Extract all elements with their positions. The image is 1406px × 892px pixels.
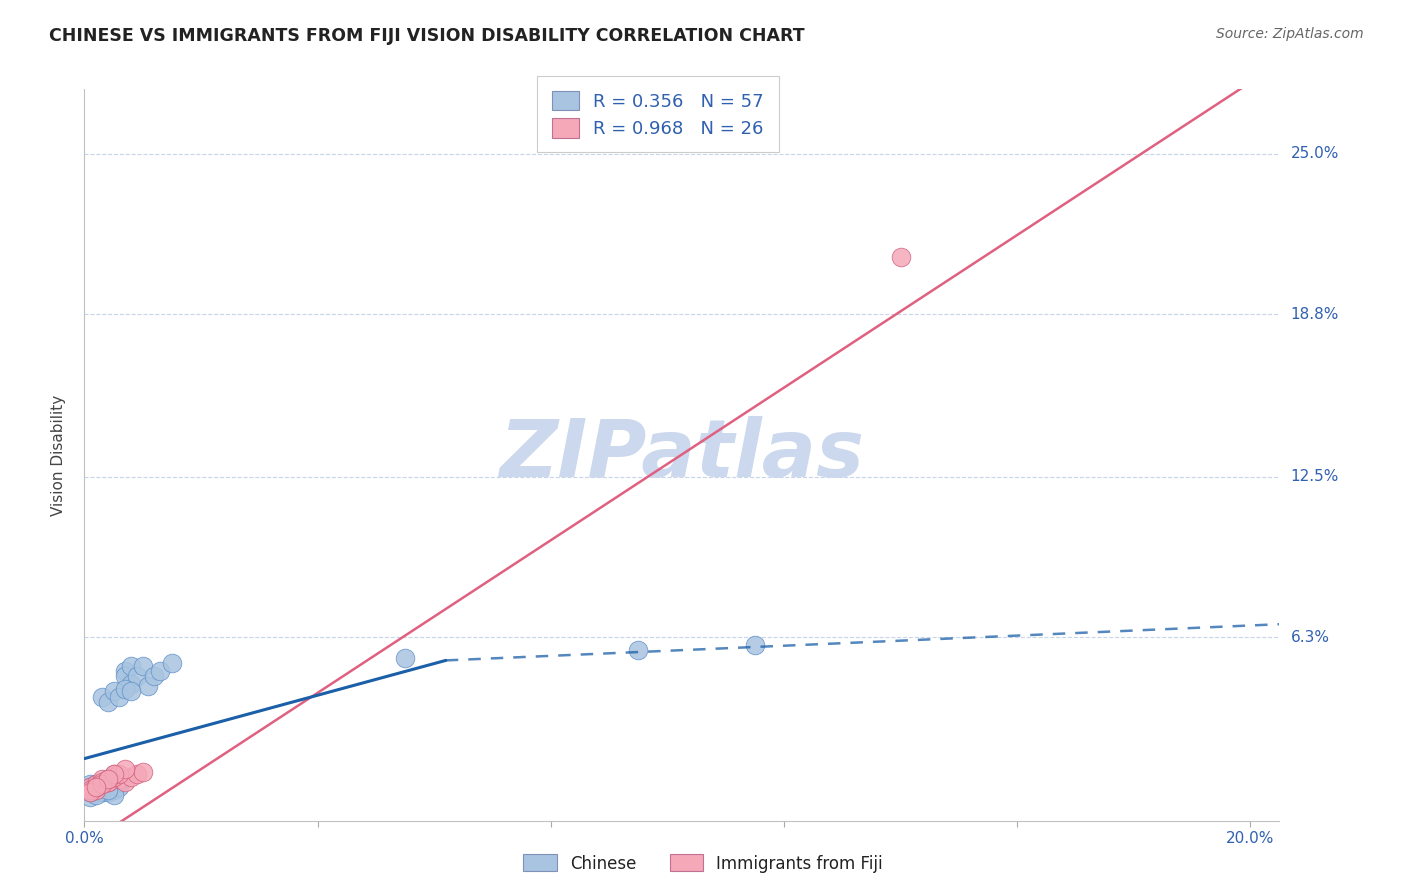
Point — [84, 780, 107, 794]
Text: ZIPatlas: ZIPatlas — [499, 416, 865, 494]
Text: CHINESE VS IMMIGRANTS FROM FIJI VISION DISABILITY CORRELATION CHART: CHINESE VS IMMIGRANTS FROM FIJI VISION D… — [49, 27, 804, 45]
Point — [97, 785, 120, 799]
Point — [108, 690, 131, 704]
Point — [103, 788, 125, 802]
Point — [84, 777, 107, 791]
Point — [90, 782, 112, 797]
Point — [160, 656, 183, 670]
Point — [97, 695, 120, 709]
Point — [125, 767, 148, 781]
Point — [108, 772, 131, 787]
Point — [90, 777, 112, 791]
Point — [114, 762, 136, 776]
Point — [103, 767, 125, 781]
Point — [103, 777, 125, 791]
Point — [84, 782, 107, 797]
Point — [394, 650, 416, 665]
Point — [138, 679, 160, 693]
Point — [84, 785, 107, 799]
Point — [84, 780, 107, 794]
Point — [114, 775, 136, 789]
Point — [97, 772, 120, 787]
Text: 25.0%: 25.0% — [1291, 146, 1339, 161]
Point — [84, 780, 107, 794]
Text: 12.5%: 12.5% — [1291, 469, 1339, 484]
Point — [120, 658, 142, 673]
Point — [97, 782, 120, 797]
Point — [97, 775, 120, 789]
Point — [84, 780, 107, 794]
Point — [131, 658, 153, 673]
Point — [84, 782, 107, 797]
Point — [79, 785, 101, 799]
Point — [79, 782, 101, 797]
Point — [97, 772, 120, 787]
Point — [108, 780, 131, 794]
Point — [114, 664, 136, 678]
Point — [90, 772, 112, 787]
Point — [79, 782, 101, 797]
Point — [125, 669, 148, 683]
Text: Source: ZipAtlas.com: Source: ZipAtlas.com — [1216, 27, 1364, 41]
Point — [108, 775, 131, 789]
Point — [90, 780, 112, 794]
Point — [627, 643, 650, 657]
Point — [103, 767, 125, 781]
Point — [79, 785, 101, 799]
Point — [103, 770, 125, 784]
Point — [131, 764, 153, 779]
Point — [90, 785, 112, 799]
Point — [79, 780, 101, 794]
Point — [84, 777, 107, 791]
Point — [149, 664, 172, 678]
Point — [79, 790, 101, 805]
Point — [90, 777, 112, 791]
Point — [84, 782, 107, 797]
Y-axis label: Vision Disability: Vision Disability — [51, 394, 66, 516]
Point — [108, 767, 131, 781]
Point — [79, 782, 101, 797]
Point — [84, 788, 107, 802]
Point — [90, 785, 112, 799]
Point — [97, 777, 120, 791]
Point — [120, 684, 142, 698]
Point — [114, 669, 136, 683]
Point — [103, 782, 125, 797]
Point — [90, 690, 112, 704]
Point — [90, 777, 112, 791]
Point — [90, 780, 112, 794]
Point — [79, 780, 101, 794]
Point — [84, 785, 107, 799]
Point — [90, 782, 112, 797]
Point — [143, 669, 166, 683]
Point — [120, 676, 142, 690]
Legend: Chinese, Immigrants from Fiji: Chinese, Immigrants from Fiji — [516, 847, 890, 880]
Point — [90, 775, 112, 789]
Point — [889, 250, 911, 264]
Point — [103, 684, 125, 698]
Point — [84, 782, 107, 797]
Point — [84, 777, 107, 791]
Point — [90, 775, 112, 789]
Point — [114, 681, 136, 696]
Point — [120, 770, 142, 784]
Point — [79, 785, 101, 799]
Point — [79, 782, 101, 797]
Point — [79, 785, 101, 799]
Text: 18.8%: 18.8% — [1291, 307, 1339, 321]
Text: 6.3%: 6.3% — [1291, 630, 1330, 645]
Point — [97, 780, 120, 794]
Point — [79, 777, 101, 791]
Legend: R = 0.356   N = 57, R = 0.968   N = 26: R = 0.356 N = 57, R = 0.968 N = 26 — [537, 77, 779, 153]
Point — [97, 775, 120, 789]
Point — [79, 780, 101, 794]
Point — [744, 638, 766, 652]
Point — [97, 775, 120, 789]
